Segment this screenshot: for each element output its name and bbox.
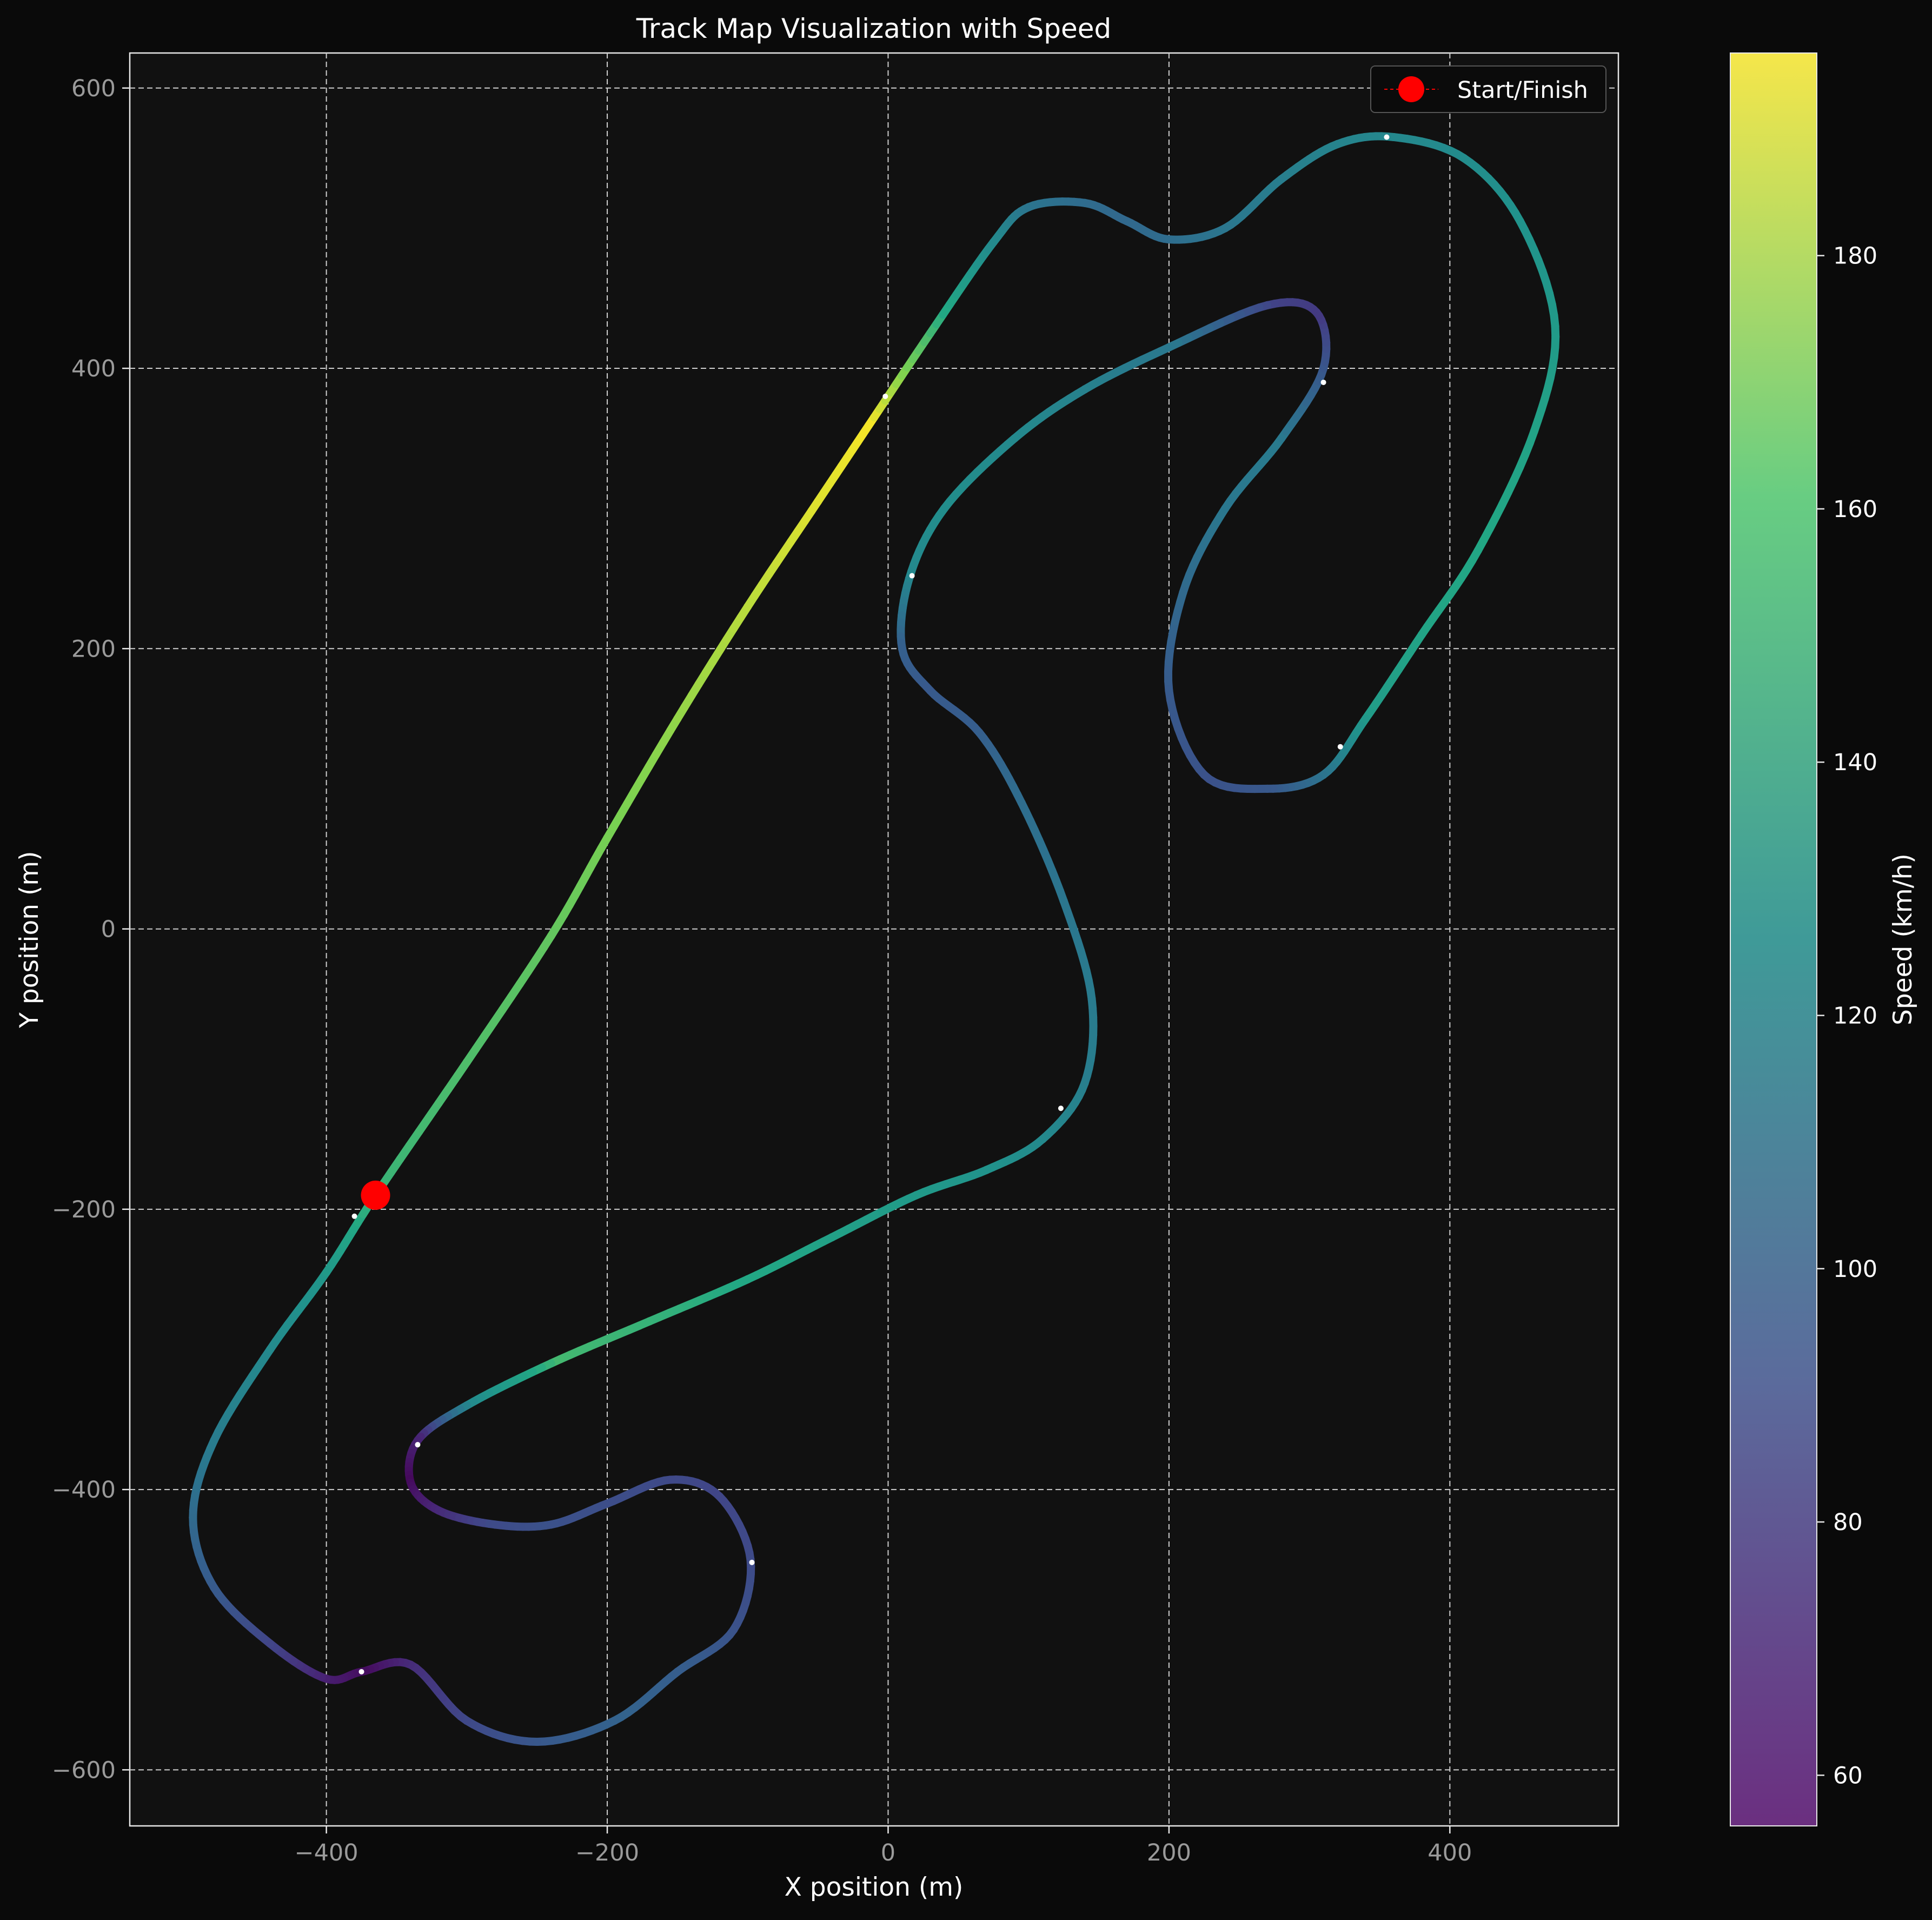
x-tick-label: 400 [1428, 1839, 1472, 1866]
legend-box [1370, 65, 1606, 113]
y-tick-label: 600 [71, 75, 116, 102]
direction-arrow [1337, 744, 1343, 750]
direction-arrow [909, 573, 915, 579]
colorbar-tick-label: 180 [1833, 243, 1877, 270]
colorbar-tick-label: 140 [1833, 749, 1877, 776]
colorbar-tick-label: 80 [1833, 1509, 1863, 1536]
direction-arrow [749, 1559, 755, 1565]
x-tick-label: −200 [575, 1839, 639, 1866]
direction-arrow [351, 1213, 357, 1219]
x-axis-ticks: −400 −200 0 200 400 [295, 1826, 1472, 1866]
y-tick-label: 200 [71, 635, 116, 663]
y-tick-label: −400 [52, 1477, 116, 1504]
direction-arrow [1320, 379, 1326, 385]
colorbar-tick-label: 100 [1833, 1256, 1877, 1283]
start-finish-marker [361, 1180, 390, 1210]
direction-arrow [882, 393, 888, 399]
legend-label: Start/Finish [1457, 77, 1588, 104]
direction-arrow [1058, 1105, 1064, 1111]
y-axis-label: Y position (m) [15, 851, 44, 1028]
direction-arrow [358, 1669, 364, 1674]
y-tick-label: −200 [52, 1196, 116, 1223]
colorbar-ticks: 60 80 100 120 140 160 180 [1817, 243, 1877, 1789]
y-tick-label: −600 [52, 1757, 116, 1784]
colorbar-tick-label: 160 [1833, 496, 1877, 523]
y-tick-label: 0 [101, 916, 116, 943]
colorbar-label: Speed (km/h) [1888, 853, 1918, 1025]
legend-marker [1398, 76, 1424, 102]
x-axis-label: X position (m) [785, 1872, 964, 1902]
x-tick-label: 200 [1147, 1839, 1191, 1866]
track-line [189, 132, 1560, 1746]
y-axis-ticks: −600 −400 −200 0 200 400 600 [52, 75, 130, 1784]
chart-title: Track Map Visualization with Speed [636, 13, 1112, 44]
direction-arrow [1384, 134, 1390, 140]
x-tick-label: 0 [881, 1839, 895, 1866]
direction-arrow [415, 1442, 421, 1448]
colorbar-tick-label: 60 [1833, 1762, 1863, 1789]
colorbar: 60 80 100 120 140 160 180 Speed (km/h) [1730, 52, 1918, 1826]
y-tick-label: 400 [71, 355, 116, 382]
direction-arrows [351, 134, 1390, 1674]
start-finish-marker-group [361, 1180, 390, 1210]
plot-area [129, 52, 1619, 1827]
colorbar-bar [1730, 52, 1817, 1826]
colorbar-tick-label: 120 [1833, 1002, 1877, 1029]
x-tick-label: −400 [295, 1839, 358, 1866]
legend: Start/Finish [1370, 65, 1606, 113]
